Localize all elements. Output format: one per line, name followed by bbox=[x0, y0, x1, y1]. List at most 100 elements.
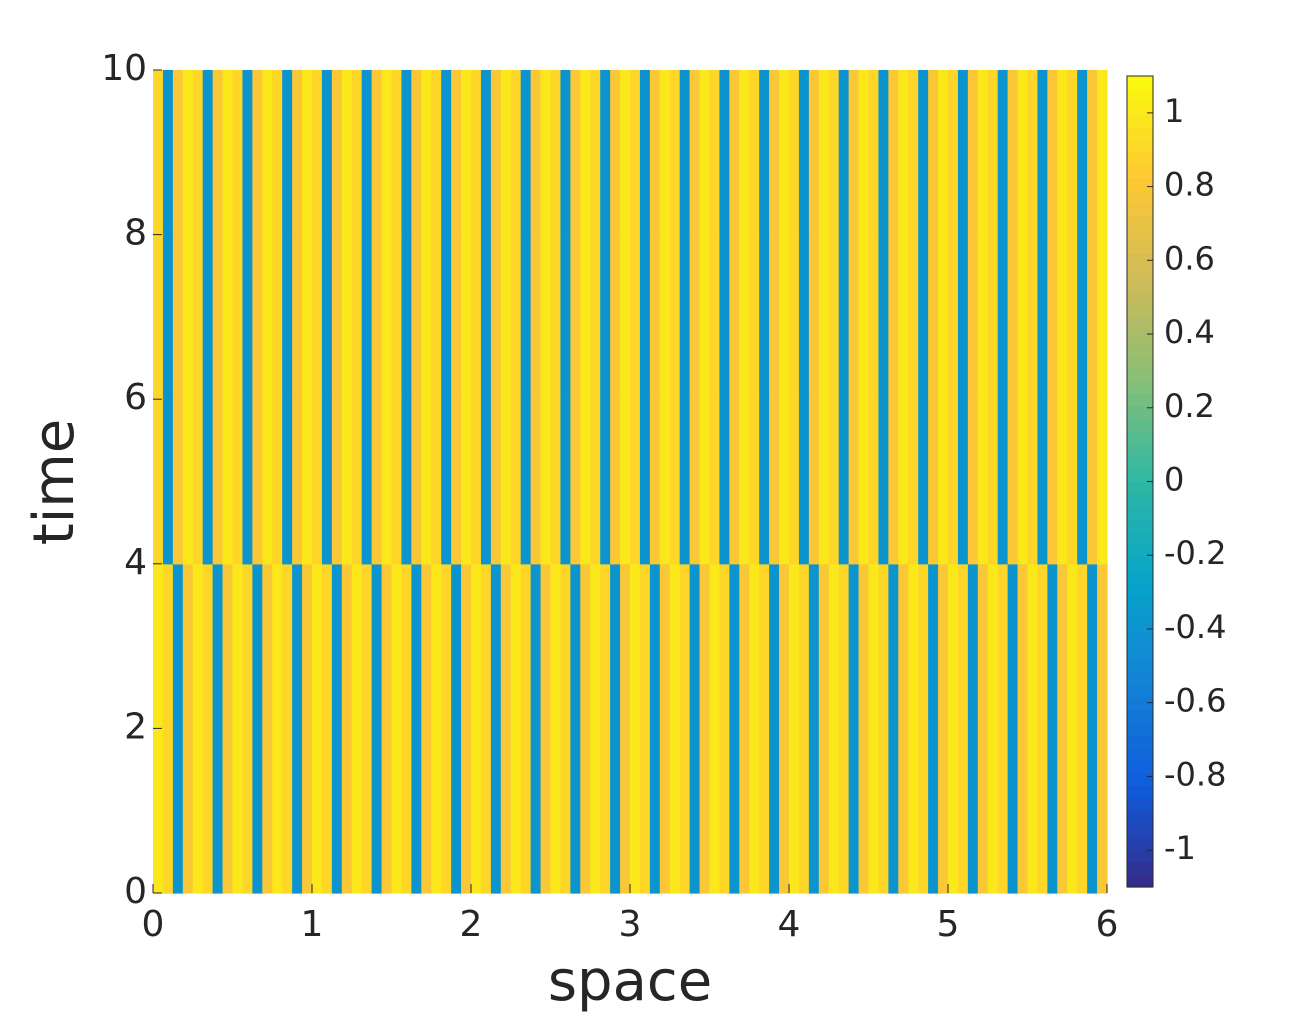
heatmap-cell bbox=[371, 728, 383, 894]
heatmap-cell bbox=[222, 563, 234, 729]
colorbar-segment bbox=[1127, 278, 1153, 293]
heatmap-cell bbox=[331, 234, 343, 400]
heatmap-cell bbox=[868, 70, 880, 236]
x-axis-label: space bbox=[548, 949, 712, 1014]
heatmap-cell bbox=[719, 70, 730, 236]
heatmap-cell bbox=[192, 728, 204, 894]
y-tick-label: 8 bbox=[124, 213, 147, 254]
heatmap-cell bbox=[928, 70, 939, 236]
colorbar-segment bbox=[1127, 747, 1153, 761]
heatmap-cell bbox=[977, 563, 989, 729]
y-tick-label: 0 bbox=[124, 871, 147, 912]
heatmap-cell bbox=[749, 399, 760, 565]
heatmap-cell bbox=[292, 399, 303, 565]
heatmap-cell bbox=[1097, 234, 1108, 400]
heatmap-cell bbox=[282, 399, 293, 565]
heatmap-cell bbox=[530, 234, 542, 400]
heatmap-cell bbox=[431, 728, 442, 894]
heatmap-cell bbox=[630, 563, 641, 729]
heatmap-cell bbox=[1037, 563, 1048, 729]
heatmap-cell bbox=[898, 399, 909, 565]
heatmap-cell bbox=[858, 399, 870, 565]
heatmap-cell bbox=[341, 70, 353, 236]
colorbar-segment bbox=[1127, 367, 1153, 381]
heatmap-cell bbox=[679, 728, 691, 894]
heatmap-cell bbox=[779, 399, 790, 565]
heatmap-cell bbox=[580, 234, 591, 400]
heatmap-cell bbox=[699, 728, 711, 894]
heatmap-cell bbox=[679, 563, 691, 729]
heatmap-cell bbox=[361, 399, 373, 565]
colorbar-segment bbox=[1127, 823, 1153, 837]
heatmap-cell bbox=[540, 399, 552, 565]
colorbar-segment bbox=[1127, 772, 1153, 787]
heatmap-cell bbox=[729, 399, 740, 565]
heatmap-cell bbox=[381, 563, 393, 729]
heatmap-cell bbox=[639, 563, 651, 729]
heatmap-cell bbox=[431, 70, 442, 236]
heatmap-cell bbox=[321, 728, 333, 894]
heatmap-cell bbox=[570, 70, 581, 236]
heatmap-cell bbox=[888, 399, 899, 565]
heatmap-cell bbox=[729, 70, 740, 236]
heatmap-cell bbox=[361, 563, 373, 729]
colorbar-segment bbox=[1127, 874, 1153, 888]
heatmap-cell bbox=[610, 399, 621, 565]
colorbar-segment bbox=[1127, 177, 1153, 191]
heatmap-cell bbox=[232, 563, 244, 729]
heatmap-cell bbox=[977, 399, 989, 565]
heatmap-cell bbox=[371, 70, 383, 236]
colorbar-segment bbox=[1127, 798, 1153, 812]
heatmap-cell bbox=[848, 728, 860, 894]
colorbar-tick-label: 0.2 bbox=[1164, 387, 1215, 425]
heatmap-cell bbox=[232, 70, 244, 236]
heatmap-cell bbox=[550, 70, 562, 236]
heatmap-cell bbox=[1047, 234, 1058, 400]
heatmap-cell bbox=[153, 399, 164, 565]
heatmap-cell bbox=[560, 70, 571, 236]
heatmap-cell bbox=[759, 70, 770, 236]
x-tick-label: 6 bbox=[1096, 904, 1119, 945]
heatmap-cell bbox=[818, 70, 830, 236]
heatmap-cell bbox=[977, 234, 989, 400]
colorbar-tick-label: 1 bbox=[1164, 92, 1184, 130]
heatmap-cell bbox=[302, 70, 313, 236]
heatmap-cell bbox=[381, 70, 393, 236]
heatmap-cell bbox=[838, 70, 850, 236]
heatmap-cell bbox=[461, 399, 472, 565]
heatmap-cell bbox=[848, 563, 860, 729]
heatmap-cell bbox=[649, 563, 661, 729]
heatmap-cell bbox=[779, 728, 790, 894]
heatmap-cell bbox=[1067, 728, 1078, 894]
heatmap-cell bbox=[610, 563, 621, 729]
heatmap-cell bbox=[590, 563, 601, 729]
heatmap-cell bbox=[689, 70, 701, 236]
heatmap-cell bbox=[510, 728, 522, 894]
heatmap-cell bbox=[530, 563, 542, 729]
heatmap-cell bbox=[1097, 70, 1108, 236]
heatmap-cell bbox=[759, 399, 770, 565]
heatmap-cell bbox=[232, 728, 244, 894]
heatmap-cell bbox=[948, 563, 959, 729]
heatmap-cell bbox=[1047, 728, 1058, 894]
colorbar-segment bbox=[1127, 215, 1153, 229]
heatmap-cell bbox=[759, 234, 770, 400]
heatmap-cell bbox=[441, 728, 452, 894]
heatmap-cell bbox=[222, 70, 234, 236]
heatmap-cell bbox=[471, 728, 482, 894]
heatmap-cell bbox=[153, 563, 164, 729]
heatmap-cell bbox=[540, 563, 552, 729]
heatmap-cell bbox=[888, 70, 899, 236]
heatmap-cell bbox=[997, 563, 1009, 729]
heatmap-cell bbox=[967, 728, 979, 894]
heatmap-cell bbox=[520, 563, 532, 729]
heatmap-cell bbox=[997, 728, 1009, 894]
heatmap-cell bbox=[779, 70, 790, 236]
heatmap-cell bbox=[938, 70, 949, 236]
colorbar-segment bbox=[1127, 430, 1153, 445]
heatmap-cell bbox=[312, 728, 323, 894]
heatmap-cell bbox=[411, 563, 422, 729]
heatmap-cell bbox=[381, 728, 393, 894]
heatmap-cell bbox=[282, 70, 293, 236]
heatmap-cell bbox=[987, 399, 999, 565]
